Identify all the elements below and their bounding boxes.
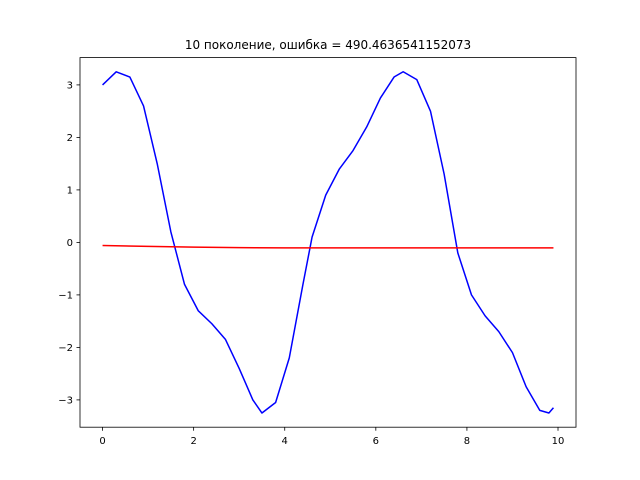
x-tick-label: 10	[552, 436, 565, 447]
axes-frame	[79, 57, 577, 428]
x-tick-label: 4	[282, 436, 288, 447]
line-series	[102, 244, 554, 249]
chart-title: 10 поколение, ошибка = 490.4636541152073	[185, 38, 471, 52]
y-tick-label: 1	[67, 185, 73, 196]
y-tick-label: −1	[58, 290, 73, 301]
y-tick-label: 3	[67, 80, 73, 91]
y-tick-label: 2	[67, 133, 73, 144]
x-tick-label: 0	[99, 436, 105, 447]
line-series	[102, 71, 555, 414]
x-tick-label: 6	[373, 436, 379, 447]
y-tick-label: −2	[58, 343, 73, 354]
x-tick-label: 8	[464, 436, 470, 447]
y-tick-label: 0	[67, 238, 73, 249]
plot-area: 0 2 4 6 8 10 −3 −2 −1 0 1 2 3	[58, 71, 565, 447]
x-tick-label: 2	[190, 436, 196, 447]
y-tick-label: −3	[58, 395, 73, 406]
